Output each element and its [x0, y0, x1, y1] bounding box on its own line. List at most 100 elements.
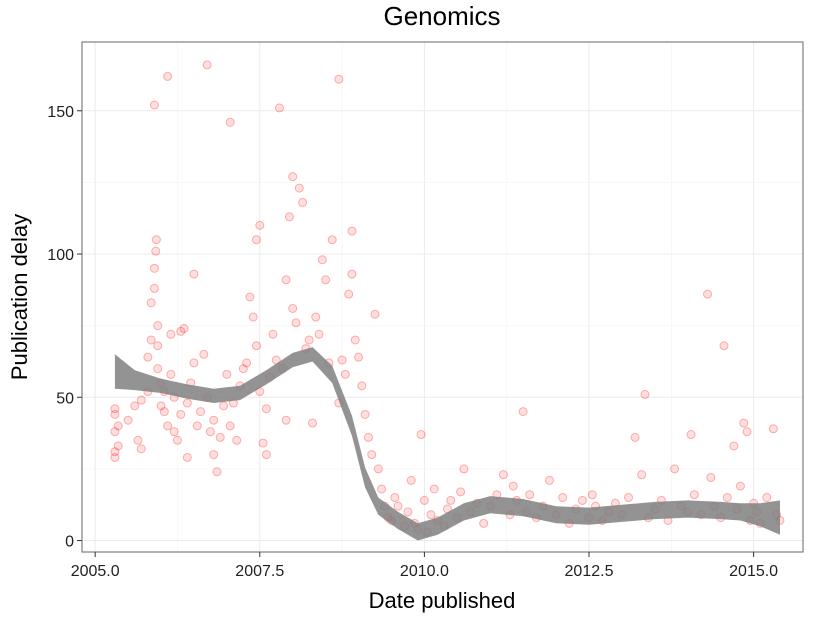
data-point: [703, 289, 713, 299]
data-point: [225, 117, 235, 127]
data-point: [508, 481, 518, 491]
data-point: [258, 438, 268, 448]
data-point: [110, 404, 120, 414]
data-point: [706, 473, 716, 483]
data-point: [344, 289, 354, 299]
data-point: [151, 246, 161, 256]
data-point: [294, 183, 304, 193]
data-point: [261, 450, 271, 460]
data-point: [176, 326, 186, 336]
data-point: [212, 467, 222, 477]
data-point: [163, 71, 173, 81]
data-point: [136, 444, 146, 454]
data-point: [248, 312, 258, 322]
data-point: [113, 421, 123, 431]
data-point: [307, 418, 317, 428]
data-point: [172, 435, 182, 445]
data-point: [238, 364, 248, 374]
data-point: [275, 103, 285, 113]
data-point: [624, 493, 634, 503]
data-point: [136, 395, 146, 405]
plot-border: [81, 41, 804, 553]
data-point: [670, 464, 680, 474]
data-point: [377, 484, 387, 494]
data-point: [479, 518, 489, 528]
data-point: [393, 501, 403, 511]
data-point: [722, 493, 732, 503]
data-point: [350, 335, 360, 345]
data-point: [640, 389, 650, 399]
data-point: [689, 490, 699, 500]
data-point: [347, 226, 357, 236]
data-point: [202, 60, 212, 70]
data-point: [163, 421, 173, 431]
data-point: [153, 341, 163, 351]
data-point: [199, 349, 209, 359]
data-point: [110, 427, 120, 437]
y-tick-label: 0: [65, 534, 74, 551]
data-point: [739, 418, 749, 428]
data-point: [340, 369, 350, 379]
x-tick-label: 2005.0: [71, 563, 120, 580]
data-point: [149, 100, 159, 110]
data-point: [222, 369, 232, 379]
data-point: [110, 452, 120, 462]
data-point: [304, 335, 314, 345]
data-point: [360, 409, 370, 419]
data-point: [159, 407, 169, 417]
data-point: [232, 435, 242, 445]
data-point: [768, 424, 778, 434]
data-point: [525, 490, 535, 500]
data-point: [189, 358, 199, 368]
data-point: [311, 312, 321, 322]
x-tick-label: 2015.0: [729, 563, 778, 580]
data-point: [143, 352, 153, 362]
data-point: [367, 450, 377, 460]
data-point: [577, 495, 587, 505]
data-point: [742, 427, 752, 437]
data-point: [544, 475, 554, 485]
data-point: [196, 407, 206, 417]
data-point: [149, 283, 159, 293]
data-point: [291, 318, 301, 328]
data-point: [156, 401, 166, 411]
data-point: [327, 235, 337, 245]
data-point: [245, 292, 255, 302]
data-point: [719, 341, 729, 351]
data-point: [288, 303, 298, 313]
data-point: [251, 341, 261, 351]
data-point: [686, 430, 696, 440]
data-point: [205, 427, 215, 437]
data-point: [146, 298, 156, 308]
data-point: [130, 401, 140, 411]
x-axis: 2005.0 2007.5 2010.0 2012.5 2015.0: [71, 552, 778, 580]
y-tick-label: 50: [56, 390, 74, 407]
data-point: [123, 415, 133, 425]
data-point: [354, 352, 364, 362]
data-point: [182, 398, 192, 408]
data-point: [209, 415, 219, 425]
data-point: [110, 447, 120, 457]
data-point: [456, 487, 466, 497]
data-point: [281, 415, 291, 425]
data-point: [284, 212, 294, 222]
data-point: [334, 74, 344, 84]
y-axis-title: Publication delay: [7, 214, 32, 380]
data-point: [133, 435, 143, 445]
data-point: [261, 404, 271, 414]
data-point: [209, 450, 219, 460]
data-point: [337, 355, 347, 365]
data-point: [169, 427, 179, 437]
data-point: [288, 172, 298, 182]
data-point: [357, 381, 367, 391]
y-tick-label: 150: [47, 104, 74, 121]
data-point: [762, 493, 772, 503]
data-point: [242, 358, 252, 368]
data-point: [630, 432, 640, 442]
data-point: [182, 452, 192, 462]
data-point: [587, 490, 597, 500]
data-point: [176, 409, 186, 419]
data-point: [317, 255, 327, 265]
data-point: [298, 197, 308, 207]
data-point: [459, 464, 469, 474]
